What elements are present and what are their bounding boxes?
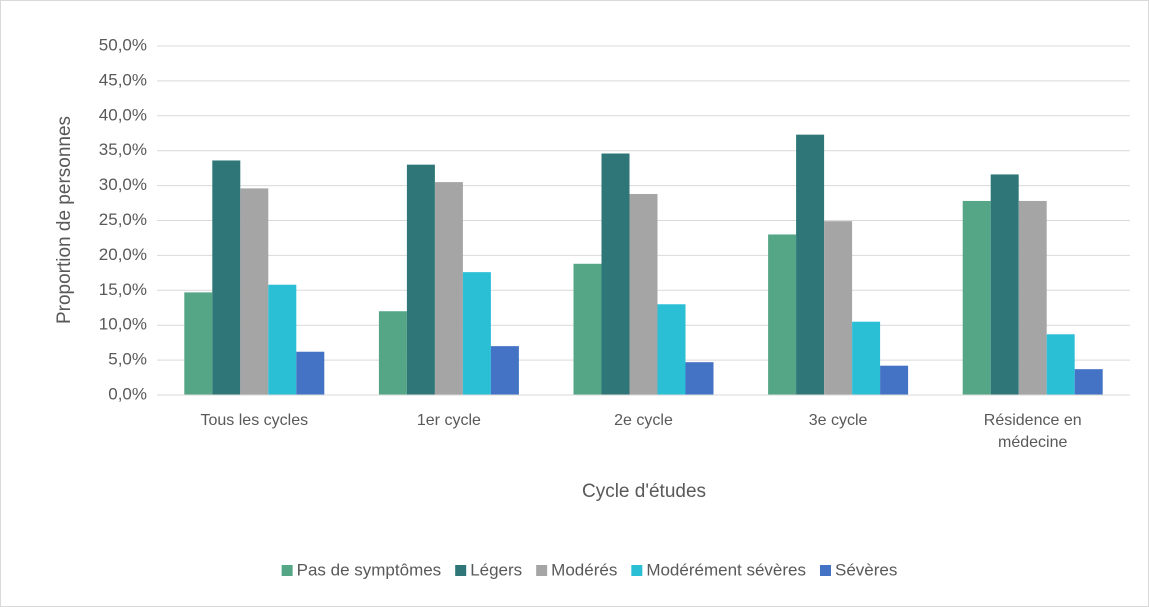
legend-swatch [631,565,643,576]
legend-label: Pas de symptômes [297,560,442,579]
x-tick-label: Résidence en médecine [983,412,1082,451]
bar [990,174,1019,395]
y-tick-label: 30,0% [99,175,147,194]
legend-label: Sévères [835,560,897,579]
legend-swatch [536,565,548,576]
y-tick-label: 45,0% [99,70,147,89]
bar [796,134,825,395]
bar [657,304,686,395]
x-tick-label: 1er cycle [416,412,481,429]
bar [462,272,491,395]
x-axis-title: Cycle d'études [582,481,706,502]
legend-swatch [281,565,293,576]
bar [685,362,714,395]
bar [824,221,853,395]
bar [1074,369,1103,395]
bar [268,284,297,395]
x-tick-label-box: Tous les cycles [200,412,309,429]
bar [490,346,519,395]
bar [296,351,325,395]
y-tick-label: 0,0% [108,384,147,403]
bar [1018,200,1047,395]
bar [880,365,909,395]
bar [852,321,881,395]
bar [406,164,435,395]
x-tick-label-box: 1er cycle [416,412,481,429]
x-tick-label-box: 2e cycle [614,412,673,429]
y-tick-label: 25,0% [99,210,147,229]
y-tick-label: 5,0% [108,350,147,369]
y-axis-title: Proportion de personnes [54,116,75,324]
bar [212,160,241,395]
y-tick-label: 50,0% [99,35,147,54]
bar [573,263,602,395]
bar [434,182,463,395]
y-tick-label: 20,0% [99,245,147,264]
y-tick-label: 15,0% [99,280,147,299]
x-tick-label-box: Résidence en médecine [983,412,1082,451]
bar [601,153,630,395]
bar [240,188,269,395]
legend: Pas de symptômes Légers Modérés Modérément … [281,560,897,579]
x-tick-label: 2e cycle [614,412,673,429]
y-tick-label: 10,0% [99,315,147,334]
bar [184,292,213,395]
bar [1046,334,1075,395]
legend-swatch [820,565,831,576]
legend-label: Légers [470,560,522,579]
y-tick-label: 35,0% [99,140,147,159]
x-tick-label: 3e cycle [808,412,868,429]
bar [378,311,407,395]
bar [768,234,797,395]
legend-label: Modérément sévères [646,560,806,579]
legend-swatch [455,565,467,576]
x-tick-label: Tous les cycles [200,412,309,429]
y-tick-label: 40,0% [99,105,147,124]
legend-label: Modérés [551,560,617,579]
bar [962,200,991,395]
bar [629,193,658,395]
x-tick-label-box: 3e cycle [808,412,868,429]
